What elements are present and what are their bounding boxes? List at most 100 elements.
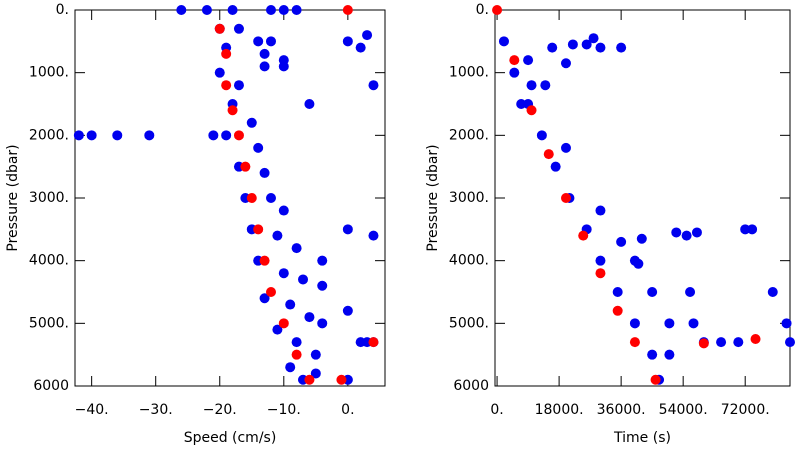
data-point (636, 233, 647, 244)
data-point (291, 243, 302, 254)
data-point (526, 105, 537, 116)
data-point (581, 39, 592, 50)
data-point (233, 80, 244, 91)
data-point (246, 193, 257, 203)
data-point (73, 130, 84, 141)
data-point (285, 362, 296, 373)
data-point (629, 318, 640, 329)
data-point (716, 337, 727, 348)
x-tick-label: −40. (75, 402, 109, 418)
data-point (681, 230, 692, 241)
data-point (278, 5, 289, 15)
data-point (265, 5, 276, 15)
data-point (578, 230, 589, 241)
data-point (595, 255, 606, 266)
data-point (342, 224, 353, 235)
data-point (629, 337, 640, 348)
data-point (647, 349, 658, 360)
data-point (233, 130, 244, 141)
x-tick-label: −30. (139, 402, 173, 418)
y-tick-label: 1000. (29, 65, 69, 81)
data-point (291, 337, 302, 348)
data-point (516, 99, 527, 109)
data-point (259, 61, 270, 72)
data-point (633, 258, 644, 269)
data-point (691, 227, 702, 238)
data-point (595, 205, 606, 216)
data-point (612, 305, 623, 316)
data-point (362, 30, 373, 41)
data-point (750, 334, 761, 344)
data-point (278, 268, 289, 279)
y-tick-label: 5000. (29, 315, 69, 331)
data-point (246, 117, 257, 128)
data-point (342, 5, 353, 15)
data-point (650, 374, 661, 385)
data-point (291, 349, 302, 360)
x-tick-label: 54000. (659, 402, 708, 418)
data-point (685, 287, 696, 297)
data-point (767, 287, 778, 297)
data-point (560, 193, 571, 203)
data-point (733, 337, 744, 348)
y-tick-label: 3000. (449, 190, 489, 206)
data-point (214, 23, 225, 34)
x-tick-label: 72000. (721, 402, 770, 418)
data-point (265, 36, 276, 47)
data-point (616, 236, 627, 247)
y-tick-label: 5000. (449, 315, 489, 331)
x-tick-label: 36000. (597, 402, 646, 418)
data-point (278, 61, 289, 72)
data-point (221, 48, 232, 59)
data-point (509, 67, 520, 78)
x-tick-label: −10. (267, 402, 301, 418)
data-point (671, 227, 682, 238)
data-point (785, 337, 795, 348)
data-point (304, 374, 315, 385)
data-point (233, 23, 244, 34)
data-point (368, 230, 379, 241)
y-tick-label: 2000. (449, 127, 489, 143)
data-point (567, 39, 578, 50)
data-point (285, 299, 296, 310)
data-point (253, 36, 264, 47)
data-point (291, 5, 302, 15)
data-point (201, 5, 212, 15)
y-tick-label: 4000. (449, 253, 489, 269)
data-point (259, 167, 270, 178)
data-point (547, 42, 558, 53)
data-point (595, 268, 606, 279)
data-point (317, 255, 328, 266)
data-point (588, 33, 599, 44)
data-point (304, 312, 315, 323)
data-point (259, 255, 270, 266)
data-point (560, 142, 571, 153)
x-tick-label: 0. (341, 402, 354, 418)
data-point (253, 224, 264, 235)
y-tick-label: 6000 (453, 378, 489, 394)
x-tick-label: 0. (490, 402, 503, 418)
data-point (355, 42, 366, 53)
data-point (317, 318, 328, 329)
data-point (509, 55, 520, 66)
data-point (540, 80, 551, 91)
data-point (342, 36, 353, 47)
data-point (310, 349, 321, 360)
data-point (550, 161, 561, 172)
data-point (664, 349, 675, 360)
data-point (227, 105, 238, 116)
y-tick-label: 1000. (449, 65, 489, 81)
data-point (317, 280, 328, 291)
y-tick-label: 0. (476, 2, 489, 18)
data-point (227, 5, 238, 15)
y-axis-label: Pressure (dbar) (425, 144, 441, 251)
data-point (368, 80, 379, 91)
data-point (240, 161, 251, 172)
data-point (208, 130, 219, 141)
data-point (272, 324, 283, 335)
data-point (526, 80, 537, 91)
data-point (265, 287, 276, 297)
data-point (595, 42, 606, 53)
